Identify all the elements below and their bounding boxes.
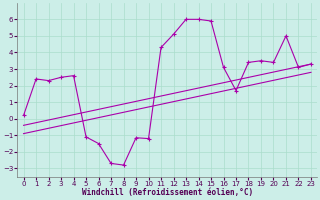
X-axis label: Windchill (Refroidissement éolien,°C): Windchill (Refroidissement éolien,°C) (82, 188, 253, 197)
